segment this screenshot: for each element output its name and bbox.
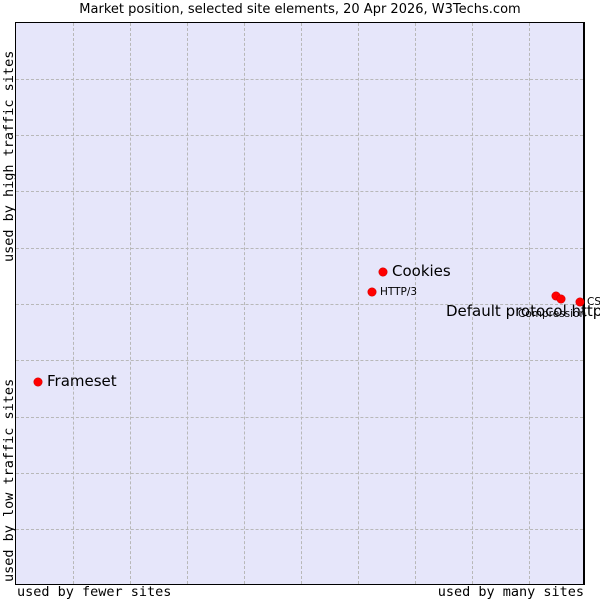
point-https[interactable] — [552, 292, 560, 300]
grid-line — [73, 23, 74, 584]
grid-line — [472, 23, 473, 584]
plot-area — [15, 22, 585, 585]
point-label-cookies: Cookies — [392, 262, 451, 280]
grid-line — [16, 191, 583, 192]
point-compression[interactable] — [557, 295, 565, 303]
grid-line — [130, 23, 131, 584]
grid-line — [244, 23, 245, 584]
grid-line — [358, 23, 359, 584]
point-http3[interactable] — [368, 288, 376, 296]
grid-line — [301, 23, 302, 584]
grid-line — [16, 304, 583, 305]
point-label-frameset: Frameset — [47, 372, 117, 390]
point-css[interactable] — [576, 298, 584, 306]
x-axis-label-right: used by many sites — [437, 584, 584, 600]
point-cookies[interactable] — [379, 268, 387, 276]
y-axis-label-bottom: used by low traffic sites — [1, 378, 17, 582]
grid-line — [16, 473, 583, 474]
point-label-css: CSS — [587, 296, 600, 308]
x-axis-label-left: used by fewer sites — [17, 584, 172, 600]
grid-line — [415, 23, 416, 584]
point-frameset[interactable] — [34, 378, 42, 386]
grid-line — [187, 23, 188, 584]
y-axis-label-top: used by high traffic sites — [1, 50, 17, 262]
grid-line — [16, 417, 583, 418]
point-label-http3: HTTP/3 — [380, 286, 418, 298]
grid-line — [16, 529, 583, 530]
grid-line — [16, 248, 583, 249]
chart-title: Market position, selected site elements,… — [79, 2, 521, 17]
grid-line — [16, 79, 583, 80]
point-label-compression: Compression — [518, 308, 587, 320]
point-label-https: Default protocol https — [446, 302, 600, 320]
grid-line — [16, 360, 583, 361]
grid-line — [529, 23, 530, 584]
grid-line — [16, 135, 583, 136]
